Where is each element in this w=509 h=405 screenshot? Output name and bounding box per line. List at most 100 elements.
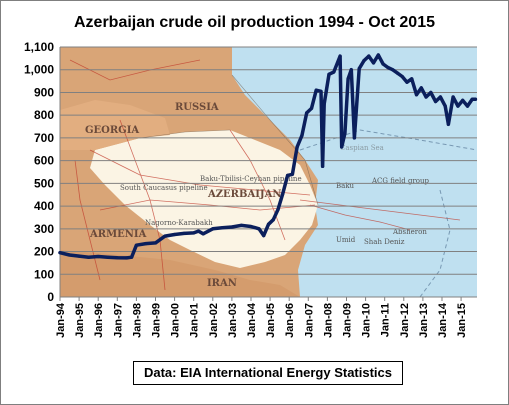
data-point [465, 104, 470, 108]
data-point [211, 227, 215, 231]
data-point [192, 231, 196, 235]
data-point [309, 106, 314, 110]
data-point [285, 173, 290, 178]
data-point [58, 251, 62, 255]
map-label-umid: Umid [336, 236, 356, 244]
map-iran [60, 250, 300, 297]
gridlines [60, 46, 477, 275]
y-tick-label: 1,000 [24, 63, 54, 77]
data-point [362, 59, 366, 63]
x-tick-label: Jan-94 [55, 302, 67, 338]
data-point [172, 232, 177, 237]
data-point [144, 241, 148, 246]
data-point [125, 256, 129, 260]
y-tick-label: 600 [34, 154, 54, 168]
map-label-iran: IRAN [207, 278, 237, 289]
data-point [410, 77, 414, 81]
data-point [367, 54, 371, 58]
x-tick-label: Jan-04 [246, 302, 258, 338]
data-point [446, 122, 450, 126]
axes [59, 47, 477, 301]
data-point [461, 98, 465, 103]
map-label-nagorno-karabakh: Nagorno-Karabakh [145, 219, 213, 227]
map-label-acg: ACG field group [371, 177, 430, 185]
data-point [262, 234, 266, 238]
data-point [371, 61, 376, 65]
x-tick-label: Jan-13 [418, 303, 430, 338]
y-axis-ticks: 0 100 200 300 400 500 600 700 800 900 1,000 1,100 [24, 40, 54, 304]
x-tick-label: Jan-06 [284, 303, 296, 338]
data-point [266, 222, 271, 226]
data-point [327, 72, 331, 76]
x-tick-label: Jan-96 [93, 303, 105, 338]
map-label-russia: RUSSIA [175, 102, 219, 113]
data-point [314, 88, 318, 92]
data-point [196, 229, 201, 233]
x-tick-label: Jan-14 [437, 302, 449, 338]
map-label-georgia: GEORGIA [85, 125, 139, 136]
data-point [281, 191, 285, 196]
data-point [290, 172, 294, 176]
data-point [182, 231, 186, 235]
x-tick-label: Jan-03 [227, 303, 239, 338]
data-point [419, 86, 423, 90]
map-label-btc-pipeline: Baku-Tbilisi-Ceyhan pipeline [200, 175, 302, 183]
data-point [130, 255, 134, 259]
data-point [257, 227, 261, 231]
data-point [201, 232, 205, 236]
data-point [67, 253, 72, 257]
data-point [295, 145, 299, 149]
background-map: RUSSIA GEORGIA ARMENIA AZERBAIJAN IRAN N… [60, 47, 478, 298]
x-tick-label: Jan-15 [456, 303, 468, 338]
x-tick-label: Jan-11 [380, 303, 392, 337]
data-point [352, 136, 357, 140]
data-point [424, 95, 428, 99]
data-point [349, 68, 353, 72]
data-point [438, 95, 442, 99]
x-tick-label: Jan-01 [189, 303, 201, 338]
data-point [376, 53, 380, 57]
map-label-azerbaijan: AZERBAIJAN [207, 189, 282, 200]
x-tick-label: Jan-02 [208, 303, 220, 338]
data-point [395, 71, 400, 75]
data-point [230, 225, 234, 229]
source-note: Data: EIA International Energy Statistic… [133, 361, 403, 385]
data-point [271, 218, 275, 222]
data-point [332, 70, 336, 74]
data-point [414, 93, 419, 97]
x-tick-label: Jan-07 [303, 303, 315, 338]
y-tick-label: 200 [34, 245, 54, 259]
x-tick-label: Jan-99 [150, 303, 162, 338]
map-label-armenia: ARMENIA [89, 229, 147, 240]
data-point [96, 254, 100, 259]
map-sea [232, 47, 477, 297]
data-point [321, 164, 325, 168]
data-point [87, 255, 91, 259]
data-point [473, 97, 478, 101]
x-tick-label: Jan-97 [112, 303, 124, 338]
x-tick-label: Jan-95 [74, 303, 86, 338]
data-point [115, 256, 119, 260]
x-tick-label: Jan-05 [265, 303, 277, 338]
data-point [322, 102, 326, 106]
data-point [319, 89, 323, 93]
map-label-absheron: Absheron [392, 228, 427, 236]
data-point [300, 134, 304, 138]
y-tick-label: 100 [34, 267, 54, 281]
data-point [400, 74, 404, 79]
data-point [470, 97, 474, 101]
x-tick-label: Jan-10 [361, 303, 373, 338]
data-point [106, 255, 110, 259]
map-dashed-lines [299, 129, 478, 298]
data-point [381, 62, 385, 66]
series-layer [58, 53, 478, 260]
data-point [134, 243, 138, 247]
data-point [434, 99, 438, 104]
data-point [153, 241, 158, 245]
data-point [338, 54, 342, 58]
x-tick-label: Jan-12 [399, 303, 411, 338]
data-point [405, 80, 409, 84]
data-point [343, 131, 347, 135]
data-point [220, 226, 224, 230]
